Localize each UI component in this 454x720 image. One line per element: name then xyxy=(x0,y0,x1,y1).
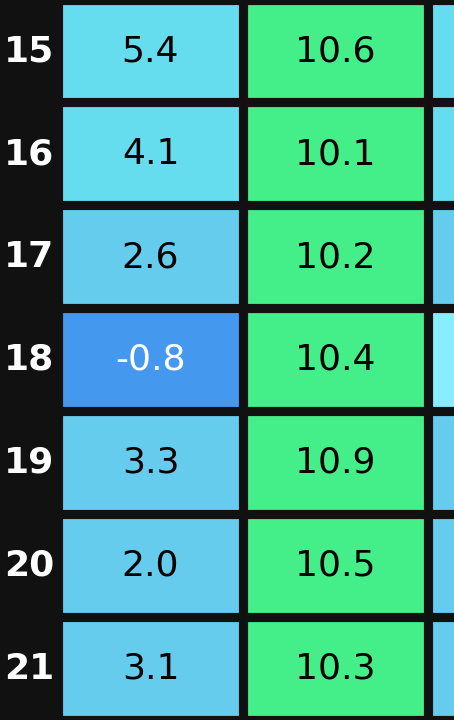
Text: 10.9: 10.9 xyxy=(295,446,376,480)
Text: 2.0: 2.0 xyxy=(122,549,179,582)
Text: 2.6: 2.6 xyxy=(122,240,179,274)
Bar xyxy=(430,2,454,100)
Text: 10.5: 10.5 xyxy=(295,549,376,582)
Text: 4.1: 4.1 xyxy=(122,138,179,171)
Bar xyxy=(60,105,241,203)
Bar xyxy=(60,311,241,409)
Bar xyxy=(60,208,241,306)
Text: 10.6: 10.6 xyxy=(295,35,376,68)
Text: 10.4: 10.4 xyxy=(295,343,376,377)
Bar xyxy=(430,105,454,203)
Bar xyxy=(430,414,454,512)
Text: 5.4: 5.4 xyxy=(122,35,179,68)
Bar xyxy=(60,517,241,615)
Text: 21: 21 xyxy=(4,652,54,685)
Text: 3.3: 3.3 xyxy=(122,446,179,480)
Text: 17: 17 xyxy=(4,240,54,274)
Bar xyxy=(246,620,425,718)
Bar xyxy=(246,311,425,409)
Text: 16: 16 xyxy=(4,138,54,171)
Bar xyxy=(430,517,454,615)
Text: 15: 15 xyxy=(4,35,54,68)
Text: 20: 20 xyxy=(4,549,54,582)
Bar xyxy=(60,620,241,718)
Text: 18: 18 xyxy=(4,343,54,377)
Text: 10.3: 10.3 xyxy=(295,652,376,685)
Bar xyxy=(430,620,454,718)
Bar xyxy=(430,311,454,409)
Text: 19: 19 xyxy=(4,446,54,480)
Bar xyxy=(246,414,425,512)
Bar xyxy=(60,2,241,100)
Bar xyxy=(430,208,454,306)
Bar xyxy=(246,105,425,203)
Text: -0.8: -0.8 xyxy=(115,343,186,377)
Bar xyxy=(246,208,425,306)
Bar xyxy=(246,2,425,100)
Text: 10.1: 10.1 xyxy=(295,138,376,171)
Text: 3.1: 3.1 xyxy=(122,652,179,685)
Bar xyxy=(246,517,425,615)
Bar xyxy=(60,414,241,512)
Text: 10.2: 10.2 xyxy=(295,240,376,274)
